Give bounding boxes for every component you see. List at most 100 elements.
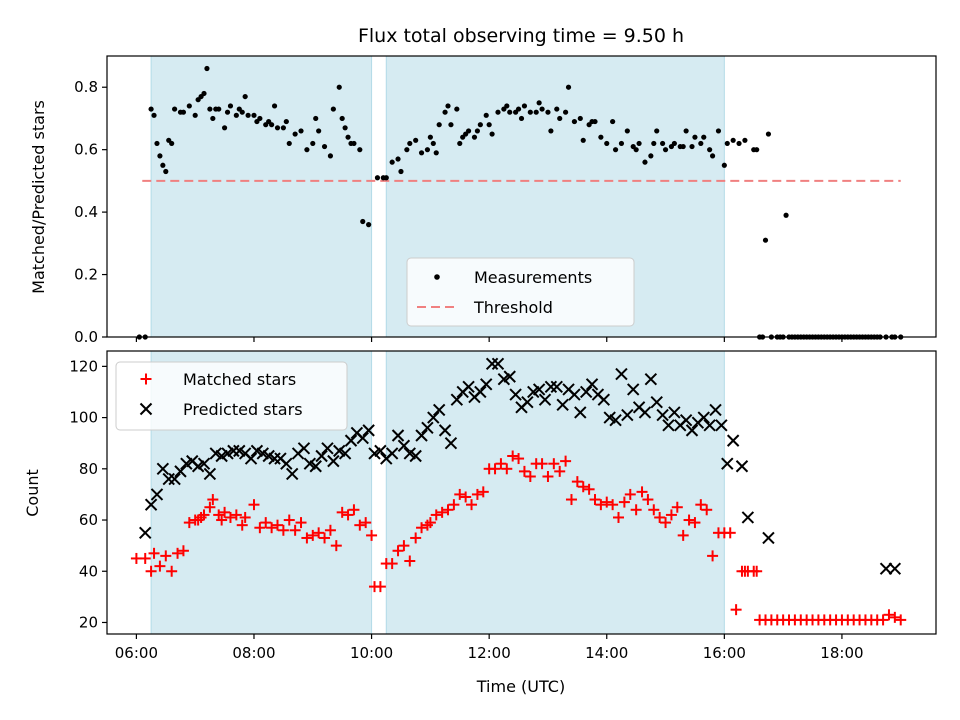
matched-point: [683, 514, 695, 526]
measurement-point: [342, 125, 348, 131]
measurement-point: [366, 222, 372, 228]
matched-point: [354, 519, 366, 531]
matched-point: [648, 504, 660, 516]
measurement-point: [321, 143, 328, 150]
predicted-stars-series: [139, 357, 902, 575]
matched-point: [583, 483, 595, 495]
measurement-point: [736, 140, 742, 147]
measurement-point: [227, 103, 234, 109]
predicted-point: [491, 357, 505, 371]
measurement-point: [445, 103, 451, 109]
predicted-point: [638, 406, 652, 419]
matched-point: [571, 476, 583, 488]
measurement-point: [742, 137, 748, 143]
predicted-point: [321, 442, 334, 455]
measurement-point: [407, 140, 413, 147]
measurement-point: [471, 134, 478, 140]
matched-point: [618, 496, 630, 508]
matched-point: [374, 581, 386, 593]
measurement-point: [730, 137, 736, 143]
predicted-point: [162, 472, 175, 486]
predicted-point: [509, 388, 522, 401]
measurement-point: [692, 134, 698, 140]
matched-point: [560, 455, 572, 467]
measurement-point: [612, 147, 619, 153]
measurement-point: [233, 112, 239, 118]
measurement-point: [592, 118, 598, 125]
measurement-point: [310, 140, 316, 147]
predicted-point: [679, 413, 693, 427]
predicted-point: [315, 449, 328, 463]
measurement-point: [701, 134, 707, 140]
predicted-point: [450, 393, 464, 406]
matched-point: [665, 509, 677, 521]
measurement-point: [374, 175, 381, 181]
legend-predicted-cross: [139, 402, 153, 416]
matched-point: [471, 488, 483, 500]
measurement-point: [280, 125, 286, 131]
predicted-point: [556, 398, 569, 411]
top-y-axis: 0.0 0.2 0.4 0.6 0.8: [74, 78, 107, 346]
predicted-point: [409, 449, 422, 463]
predicted-point: [244, 452, 258, 465]
measurement-point: [292, 131, 298, 137]
measurement-point: [477, 122, 483, 128]
measurement-point: [283, 118, 289, 125]
predicted-point: [168, 472, 181, 486]
measurement-point: [430, 140, 436, 147]
measurement-point: [483, 112, 489, 118]
predicted-point: [597, 393, 611, 406]
top-x-tick-marks: [135, 337, 843, 342]
measurement-point: [157, 153, 163, 159]
measurement-point: [336, 84, 342, 90]
matched-point: [248, 499, 260, 511]
measurement-point: [313, 115, 319, 122]
shaded-band-2: [385, 350, 725, 635]
measurement-point: [154, 140, 160, 147]
bottom-ytick-label: 20: [79, 613, 98, 631]
legend-predicted-marker: [139, 402, 153, 416]
matched-point: [489, 463, 501, 475]
predicted-point: [715, 419, 728, 432]
xtick-label: 08:00: [232, 644, 275, 662]
measurement-point: [651, 140, 657, 147]
matched-point: [224, 511, 236, 523]
predicted-point: [474, 385, 487, 399]
predicted-point: [362, 424, 375, 437]
matched-point: [595, 499, 607, 511]
measurement-point: [618, 140, 625, 147]
matched-point: [654, 511, 666, 523]
matched-point: [695, 499, 707, 511]
measurement-point: [562, 109, 569, 115]
measurement-point: [724, 140, 730, 147]
measurement-point: [624, 128, 630, 134]
measurement-point: [221, 125, 228, 131]
predicted-point: [762, 531, 775, 545]
measurement-point: [660, 140, 666, 147]
measurement-point: [539, 106, 545, 112]
predicted-point: [609, 413, 622, 427]
predicted-point: [338, 447, 352, 460]
matched-point: [145, 565, 157, 577]
matched-point: [613, 511, 625, 523]
matched-point: [477, 486, 489, 498]
predicted-point: [662, 419, 675, 432]
matched-point: [518, 465, 530, 477]
matched-point: [410, 532, 422, 544]
measurement-point: [398, 168, 404, 175]
measurement-point: [765, 131, 772, 137]
measurement-point: [201, 90, 207, 97]
measurement-point: [383, 175, 389, 181]
matched-point: [507, 450, 519, 462]
matched-point: [601, 496, 613, 508]
matched-point: [148, 547, 160, 559]
predicted-point: [615, 367, 628, 381]
predicted-point: [297, 442, 311, 455]
measurement-point: [427, 134, 433, 140]
measurement-point: [474, 128, 481, 134]
legend-threshold-label: Threshold: [473, 298, 553, 317]
measurement-point: [424, 147, 431, 153]
predicted-point: [585, 378, 599, 391]
matched-point: [707, 550, 719, 562]
